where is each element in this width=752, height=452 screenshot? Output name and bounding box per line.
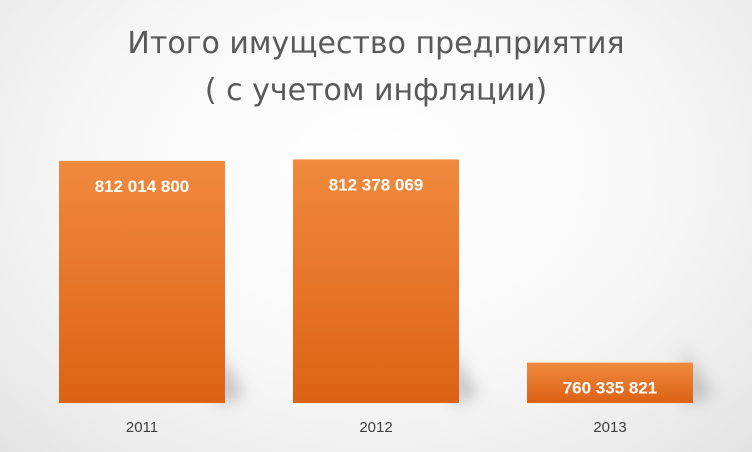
x-tick-label-2013: 2013 (593, 419, 626, 436)
data-label-2012: 812 378 069 (329, 175, 424, 194)
bar-2012 (293, 159, 459, 403)
bar-2011 (59, 160, 225, 403)
chart-title: Итого имущество предприятия ( с учетом и… (127, 26, 625, 108)
bar-2013 (527, 362, 693, 403)
x-tick-label-2011: 2011 (126, 419, 158, 436)
data-label-2011: 812 014 800 (95, 177, 190, 196)
data-label-2013: 760 335 821 (563, 379, 658, 398)
x-tick-label-2012: 2012 (359, 419, 392, 436)
